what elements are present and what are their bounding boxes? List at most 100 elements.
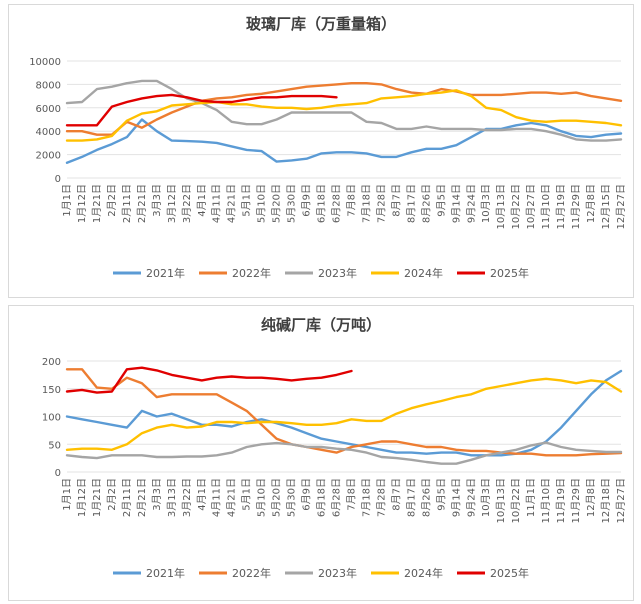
x-tick-label: 6月18日 bbox=[316, 478, 328, 517]
chart-title: 纯碱厂库（万吨） bbox=[261, 316, 381, 334]
x-tick-label: 8月7日 bbox=[390, 478, 402, 511]
x-tick-label: 11月29日 bbox=[570, 478, 582, 523]
x-tick-label: 6月9日 bbox=[301, 184, 313, 217]
x-tick-label: 1月21日 bbox=[91, 478, 103, 517]
x-tick-label: 10月13日 bbox=[495, 478, 507, 523]
x-tick-label: 4月21日 bbox=[226, 184, 238, 223]
x-tick-label: 1月1日 bbox=[61, 184, 73, 217]
x-tick-label: 12月8日 bbox=[585, 184, 597, 223]
x-tick-label: 5月1日 bbox=[241, 184, 253, 217]
x-tick-label: 12月8日 bbox=[585, 478, 597, 517]
x-tick-label: 8月26日 bbox=[420, 184, 432, 223]
x-tick-label: 10月3日 bbox=[480, 184, 492, 223]
x-tick-label: 11月10日 bbox=[540, 184, 552, 229]
x-tick-label: 7月28日 bbox=[375, 184, 387, 223]
series-line-2025 bbox=[65, 366, 353, 394]
x-tick-label: 1月1日 bbox=[61, 478, 73, 511]
x-tick-label: 2月2日 bbox=[106, 478, 118, 511]
x-tick-label: 3月22日 bbox=[181, 478, 193, 517]
legend-label-2022: 2022年 bbox=[232, 266, 271, 280]
series-line-2021 bbox=[65, 118, 623, 165]
x-tick-label: 11月19日 bbox=[555, 184, 567, 229]
y-tick-label: 10000 bbox=[29, 57, 61, 68]
y-tick-label: 100 bbox=[42, 413, 61, 424]
y-tick-label: 2000 bbox=[36, 151, 61, 162]
x-tick-label: 9月24日 bbox=[465, 184, 477, 223]
x-tick-label: 4月1日 bbox=[196, 478, 208, 511]
x-tick-label: 5月1日 bbox=[241, 478, 253, 511]
y-tick-label: 0 bbox=[55, 468, 61, 479]
x-tick-label: 9月14日 bbox=[450, 478, 462, 517]
x-tick-label: 7月18日 bbox=[360, 478, 372, 517]
y-tick-label: 8000 bbox=[36, 80, 61, 91]
x-tick-label: 3月12日 bbox=[166, 184, 178, 223]
x-tick-label: 8月17日 bbox=[405, 184, 417, 223]
x-tick-label: 10月3日 bbox=[480, 478, 492, 517]
x-tick-label: 12月27日 bbox=[615, 184, 627, 229]
legend-label-2023: 2023年 bbox=[318, 266, 357, 280]
x-tick-label: 5月10日 bbox=[256, 478, 268, 517]
x-tick-label: 3月13日 bbox=[166, 478, 178, 517]
x-tick-label: 8月7日 bbox=[390, 184, 402, 217]
y-tick-label: 6000 bbox=[36, 104, 61, 115]
soda-ash-inventory-chart-panel: 纯碱厂库（万吨） 0 50 100 150 200 1月1日 1月12日 1月21日 2月2日 2月… bbox=[8, 305, 634, 601]
x-tick-label: 11月1日 bbox=[525, 478, 537, 517]
x-tick-label: 2月21日 bbox=[136, 478, 148, 517]
x-tick-label: 3月3日 bbox=[151, 478, 163, 511]
legend-label-2022: 2022年 bbox=[232, 566, 271, 580]
x-tick-label: 5月10日 bbox=[256, 184, 268, 223]
x-tick-label: 12月15日 bbox=[600, 184, 612, 229]
x-tick-label: 3月3日 bbox=[151, 184, 163, 217]
y-tick-label: 150 bbox=[42, 385, 61, 396]
chart-title: 玻璃厂库（万重量箱） bbox=[246, 15, 396, 33]
legend-label-2021: 2021年 bbox=[146, 566, 185, 580]
legend-label-2021: 2021年 bbox=[146, 266, 185, 280]
x-tick-label: 11月29日 bbox=[570, 184, 582, 229]
x-tick-label: 4月11日 bbox=[211, 184, 223, 223]
x-tick-label: 4月21日 bbox=[226, 478, 238, 517]
legend-label-2025: 2025年 bbox=[490, 266, 529, 280]
x-tick-label: 7月8日 bbox=[345, 478, 357, 511]
legend-label-2025: 2025年 bbox=[490, 566, 529, 580]
legend-label-2024: 2024年 bbox=[404, 566, 443, 580]
x-tick-label: 5月20日 bbox=[271, 478, 283, 517]
legend-label-2024: 2024年 bbox=[404, 266, 443, 280]
x-tick-label: 2月2日 bbox=[106, 184, 118, 217]
x-tick-label: 1月12日 bbox=[76, 184, 88, 223]
x-tick-label: 5月20日 bbox=[271, 184, 283, 223]
x-tick-label: 1月21日 bbox=[91, 184, 103, 223]
x-tick-label: 2月21日 bbox=[136, 184, 148, 223]
x-tick-label: 6月28日 bbox=[331, 478, 343, 517]
x-tick-label: 5月30日 bbox=[286, 478, 298, 517]
series-line-2024 bbox=[65, 377, 623, 452]
y-tick-label: 0 bbox=[55, 174, 61, 185]
x-tick-label: 10月22日 bbox=[510, 478, 522, 523]
series-line-2024 bbox=[65, 89, 623, 142]
x-tick-label: 9月5日 bbox=[435, 478, 447, 511]
glass-inventory-chart-panel: 玻璃厂库（万重量箱） 0 2000 4000 6000 8000 10000 1月1日 1月12… bbox=[8, 4, 634, 298]
y-tick-label: 50 bbox=[48, 440, 61, 451]
x-tick-label: 3月22日 bbox=[181, 184, 193, 223]
series-line-2023 bbox=[65, 79, 623, 142]
x-tick-label: 4月1日 bbox=[196, 184, 208, 217]
x-tick-label: 9月24日 bbox=[465, 478, 477, 517]
x-tick-label: 6月28日 bbox=[331, 184, 343, 223]
x-tick-label: 1月12日 bbox=[76, 478, 88, 517]
x-tick-label: 12月27日 bbox=[615, 478, 627, 523]
x-tick-label: 2月11日 bbox=[121, 478, 133, 517]
x-tick-label: 8月17日 bbox=[405, 478, 417, 517]
x-tick-label: 7月28日 bbox=[375, 478, 387, 517]
x-tick-label: 7月8日 bbox=[345, 184, 357, 217]
x-tick-label: 9月14日 bbox=[450, 184, 462, 223]
y-tick-label: 200 bbox=[42, 357, 61, 368]
x-tick-label: 10月27日 bbox=[525, 184, 537, 229]
series-line-2023 bbox=[65, 441, 623, 465]
glass-inventory-chart: 玻璃厂库（万重量箱） 0 2000 4000 6000 8000 10000 1月1日 1月12… bbox=[29, 15, 627, 280]
x-tick-label: 4月11日 bbox=[211, 478, 223, 517]
series-line-2022 bbox=[65, 81, 623, 136]
legend-label-2023: 2023年 bbox=[318, 566, 357, 580]
x-tick-label: 12月18日 bbox=[600, 478, 612, 523]
x-tick-label: 6月9日 bbox=[301, 478, 313, 511]
x-tick-label: 8月26日 bbox=[420, 478, 432, 517]
